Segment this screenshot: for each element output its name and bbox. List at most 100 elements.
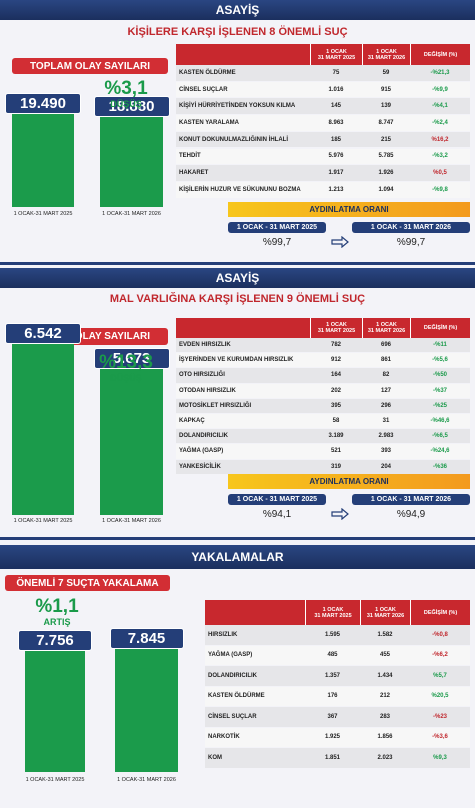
table-row — [176, 131, 470, 148]
table-cell: 521 — [330, 448, 341, 455]
table-cell: 185 — [330, 136, 341, 143]
clearance-value: %99,7 — [396, 237, 426, 248]
bar — [12, 97, 74, 207]
clearance-period: 1 OCAK - 31 MART 2025 — [228, 222, 326, 233]
row-label: KASTEN YARALAMA — [179, 119, 240, 126]
header-line: 31 MART 2026 — [367, 54, 406, 61]
table-row — [176, 181, 470, 198]
row-label: İŞYERİNDEN VE KURUMDAN HIRSIZLIK — [179, 357, 294, 364]
table-cell: 1.856 — [377, 734, 393, 741]
table-cell: 139 — [380, 103, 391, 110]
table-cell: -%5,6 — [432, 357, 448, 364]
table-cell: 1.213 — [328, 186, 344, 193]
row-label: NARKOTİK — [208, 734, 240, 741]
table-cell: -%9,8 — [432, 186, 448, 193]
clearance-period: 1 OCAK - 31 MART 2026 — [352, 494, 470, 505]
table-row — [176, 65, 470, 81]
row-label: KONUT DOKUNULMAZLIĞININ İHLALİ — [179, 136, 288, 143]
table-cell: 782 — [330, 342, 341, 349]
bar — [25, 633, 85, 772]
bar-label: 19.490 — [5, 93, 81, 114]
arrow-icon — [331, 235, 349, 249]
table-cell: 212 — [379, 693, 390, 700]
table-row — [205, 686, 470, 706]
table-cell: 8.963 — [328, 119, 344, 126]
table-row — [176, 165, 470, 181]
table-cell: -%24,6 — [430, 448, 450, 455]
table-cell: 1.357 — [324, 672, 340, 679]
section-subtitle: KİŞİLERE KARŞI İŞLENEN 8 ÖNEMLİ SUÇ — [127, 26, 348, 38]
row-label: HIRSIZLIK — [208, 631, 238, 638]
table-cell: -%2,4 — [432, 119, 448, 126]
row-label: EVDEN HIRSIZLIK — [179, 342, 231, 349]
header-line: 1 OCAK — [322, 606, 344, 613]
total-label: ÖNEMLİ 7 SUÇTA YAKALAMA — [5, 575, 170, 591]
table-cell: 1.016 — [328, 86, 344, 93]
header-line: 1 OCAK — [376, 322, 397, 328]
table-cell: 296 — [380, 402, 391, 409]
header-line: 31 MART 2025 — [317, 54, 356, 61]
row-label: KASTEN ÖLDÜRME — [179, 69, 236, 76]
table-cell: -%4,1 — [432, 103, 448, 110]
table-cell: 1.925 — [324, 734, 340, 741]
table-row — [205, 666, 470, 686]
clearance-value: %99,7 — [262, 237, 292, 248]
header-line: 1 OCAK — [326, 322, 347, 328]
table-row — [205, 645, 470, 665]
table-cell: 1.434 — [377, 672, 393, 679]
row-label: KAPKAÇ — [179, 418, 205, 425]
table-row — [176, 98, 470, 115]
table-row — [176, 459, 470, 474]
table-cell: 5.976 — [328, 153, 344, 160]
row-label: HAKARET — [179, 170, 209, 177]
table-row — [176, 368, 470, 383]
table-header — [205, 600, 305, 625]
table-row — [176, 444, 470, 459]
bar-label: 7.845 — [109, 628, 184, 649]
change-value: %3,1 — [104, 78, 148, 99]
table-cell: 861 — [380, 357, 391, 364]
header-line: 31 MART 2026 — [367, 328, 406, 334]
row-label: CİNSEL SUÇLAR — [208, 713, 257, 720]
clearance-value: %94,9 — [396, 509, 426, 520]
table-cell: -%3,2 — [432, 153, 448, 160]
clearance-period: 1 OCAK - 31 MART 2025 — [228, 494, 326, 505]
table-cell: 2.983 — [378, 433, 394, 440]
arrow — [331, 235, 349, 249]
row-label: YAĞMA (GASP) — [179, 448, 224, 455]
change-word: DÜŞÜŞ — [110, 373, 142, 383]
row-label: KOM — [208, 754, 222, 761]
table-row — [176, 414, 470, 429]
row-label: TEHDİT — [179, 153, 201, 160]
row-label: DOLANDIRICILIK — [208, 672, 257, 679]
column-header: 1 OCAK 31 MART 2025 — [310, 44, 362, 65]
table-cell: 1.094 — [378, 186, 394, 193]
table-cell: 5.785 — [378, 153, 394, 160]
table-row — [176, 148, 470, 165]
table-cell: -%50 — [432, 372, 447, 379]
table-cell: 215 — [380, 136, 391, 143]
header-line: DEĞİŞİM (%) — [423, 51, 458, 58]
clearance-value: %94,1 — [262, 509, 292, 520]
column-header: DEĞİŞİM (%) — [410, 600, 470, 625]
column-header: 1 OCAK 31 MART 2026 — [362, 318, 410, 338]
table-row — [176, 429, 470, 444]
header-line: DEĞİŞİM (%) — [423, 325, 458, 331]
section-subtitle: MAL VARLIĞINA KARŞI İŞLENEN 9 ÖNEMLİ SUÇ — [109, 293, 366, 305]
table-cell: -%21,3 — [430, 69, 450, 76]
header-line: 31 MART 2025 — [317, 328, 356, 334]
table-cell: 75 — [332, 69, 340, 76]
table-row — [176, 81, 470, 98]
table-cell: 915 — [380, 86, 391, 93]
bar — [12, 327, 74, 515]
table-cell: 31 — [382, 418, 390, 425]
table-cell: 1.851 — [324, 754, 340, 761]
column-header: 1 OCAK 31 MART 2026 — [362, 44, 410, 65]
table-cell: -%23 — [432, 713, 447, 720]
table-cell: 393 — [380, 448, 391, 455]
table-cell: 319 — [330, 463, 341, 470]
table-cell: -%25 — [432, 402, 447, 409]
table-cell: 58 — [332, 418, 340, 425]
table-cell: -%46,6 — [430, 418, 450, 425]
